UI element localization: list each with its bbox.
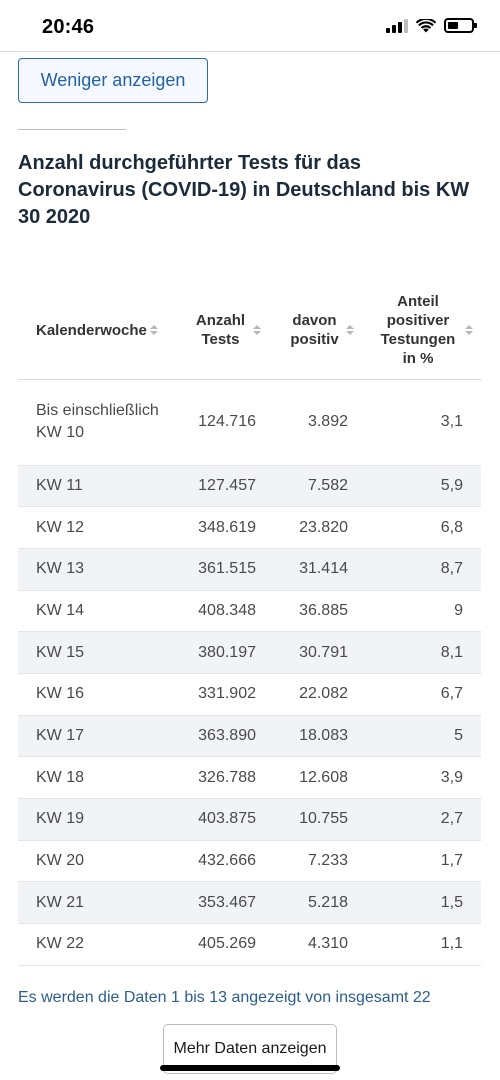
cell-positive-share: 1,7 xyxy=(366,840,481,883)
cell-positive: 7.582 xyxy=(274,465,366,508)
cell-calendar-week: KW 20 xyxy=(18,840,178,883)
table-row: KW 12 348.619 23.820 6,8 xyxy=(18,506,481,549)
cell-positive-share: 1,5 xyxy=(366,881,481,925)
cell-positive: 31.414 xyxy=(274,548,366,591)
cell-test-count: 363.890 xyxy=(178,715,274,758)
header-positive[interactable]: davon positiv xyxy=(274,282,366,380)
cell-test-count: 127.457 xyxy=(178,465,274,508)
home-indicator xyxy=(160,1065,340,1071)
cell-positive: 7.233 xyxy=(274,840,366,883)
cell-test-count: 380.197 xyxy=(178,631,274,674)
cell-test-count: 326.788 xyxy=(178,756,274,799)
cell-calendar-week: KW 15 xyxy=(18,631,178,674)
cell-test-count: 405.269 xyxy=(178,923,274,966)
cell-positive-share: 3,1 xyxy=(366,379,481,466)
show-less-button[interactable]: Weniger anzeigen xyxy=(18,58,208,103)
cell-calendar-week: KW 16 xyxy=(18,673,178,716)
cell-positive-share: 3,9 xyxy=(366,756,481,799)
status-bar: 20:46 xyxy=(0,0,500,52)
cell-calendar-week: KW 13 xyxy=(18,548,178,591)
table-row: KW 14 408.348 36.885 9 xyxy=(18,590,481,633)
cell-positive-share: 1,1 xyxy=(366,923,481,966)
table-body: Bis einschließlich KW 10 124.716 3.892 3,1 K… xyxy=(18,379,481,966)
cell-positive: 22.082 xyxy=(274,673,366,716)
cell-test-count: 408.348 xyxy=(178,590,274,633)
cell-positive: 30.791 xyxy=(274,631,366,674)
cell-positive-share: 2,7 xyxy=(366,798,481,841)
wifi-icon xyxy=(416,18,436,32)
cell-positive-share: 6,8 xyxy=(366,506,481,549)
sort-icon xyxy=(465,325,473,335)
cell-calendar-week: KW 18 xyxy=(18,756,178,799)
cell-positive: 10.755 xyxy=(274,798,366,841)
cell-positive: 12.608 xyxy=(274,756,366,799)
pagination-info: Es werden die Daten 1 bis 13 angezeigt v… xyxy=(18,989,431,1006)
table-row: KW 22 405.269 4.310 1,1 xyxy=(18,923,481,966)
cell-test-count: 124.716 xyxy=(178,379,274,466)
table-row: KW 16 331.902 22.082 6,7 xyxy=(18,673,481,716)
battery-icon xyxy=(444,18,477,33)
cell-positive-share: 9 xyxy=(366,590,481,633)
cell-calendar-week: KW 14 xyxy=(18,590,178,633)
cell-positive-share: 5,9 xyxy=(366,465,481,508)
cell-calendar-week: KW 19 xyxy=(18,798,178,841)
divider xyxy=(18,129,126,130)
cell-test-count: 348.619 xyxy=(178,506,274,549)
cell-test-count: 331.902 xyxy=(178,673,274,716)
table-header-row: Kalenderwoche Anzahl Tests davon positiv… xyxy=(18,282,481,380)
table-row: KW 18 326.788 12.608 3,9 xyxy=(18,756,481,799)
cell-test-count: 432.666 xyxy=(178,840,274,883)
table-row: KW 15 380.197 30.791 8,1 xyxy=(18,631,481,674)
table-row: KW 11 127.457 7.582 5,9 xyxy=(18,465,481,508)
cell-calendar-week: KW 17 xyxy=(18,715,178,758)
cell-calendar-week: KW 12 xyxy=(18,506,178,549)
cell-calendar-week: KW 11 xyxy=(18,465,178,508)
table-row: KW 13 361.515 31.414 8,7 xyxy=(18,548,481,591)
status-time: 20:46 xyxy=(42,16,95,38)
cell-calendar-week: Bis einschließlich KW 10 xyxy=(18,379,178,466)
cell-positive: 18.083 xyxy=(274,715,366,758)
cell-test-count: 403.875 xyxy=(178,798,274,841)
cell-test-count: 361.515 xyxy=(178,548,274,591)
cell-calendar-week: KW 21 xyxy=(18,881,178,925)
cell-positive-share: 6,7 xyxy=(366,673,481,716)
cell-calendar-week: KW 22 xyxy=(18,923,178,966)
sort-icon xyxy=(150,325,158,335)
table-title: Anzahl durchgeführter Tests für das Coro… xyxy=(18,152,470,228)
header-test-count[interactable]: Anzahl Tests xyxy=(178,282,274,380)
cell-positive-share: 8,7 xyxy=(366,548,481,591)
table-row: KW 20 432.666 7.233 1,7 xyxy=(18,840,481,883)
cell-positive-share: 8,1 xyxy=(366,631,481,674)
header-calendar-week[interactable]: Kalenderwoche xyxy=(18,282,178,380)
table-row: KW 17 363.890 18.083 5 xyxy=(18,715,481,758)
signal-icon xyxy=(386,18,408,33)
cell-positive: 4.310 xyxy=(274,923,366,966)
data-table: Kalenderwoche Anzahl Tests davon positiv… xyxy=(18,282,481,966)
cell-positive-share: 5 xyxy=(366,715,481,758)
cell-positive: 36.885 xyxy=(274,590,366,633)
table-row: KW 21 353.467 5.218 1,5 xyxy=(18,881,481,925)
cell-positive: 5.218 xyxy=(274,881,366,925)
sort-icon xyxy=(253,325,261,335)
status-icons xyxy=(386,18,477,33)
header-positive-share[interactable]: Anteil positiver Testungen in % xyxy=(366,282,481,380)
sort-icon xyxy=(346,325,354,335)
table-row: Bis einschließlich KW 10 124.716 3.892 3,1 xyxy=(18,379,481,466)
cell-positive: 23.820 xyxy=(274,506,366,549)
cell-positive: 3.892 xyxy=(274,379,366,466)
table-row: KW 19 403.875 10.755 2,7 xyxy=(18,798,481,841)
cell-test-count: 353.467 xyxy=(178,881,274,925)
